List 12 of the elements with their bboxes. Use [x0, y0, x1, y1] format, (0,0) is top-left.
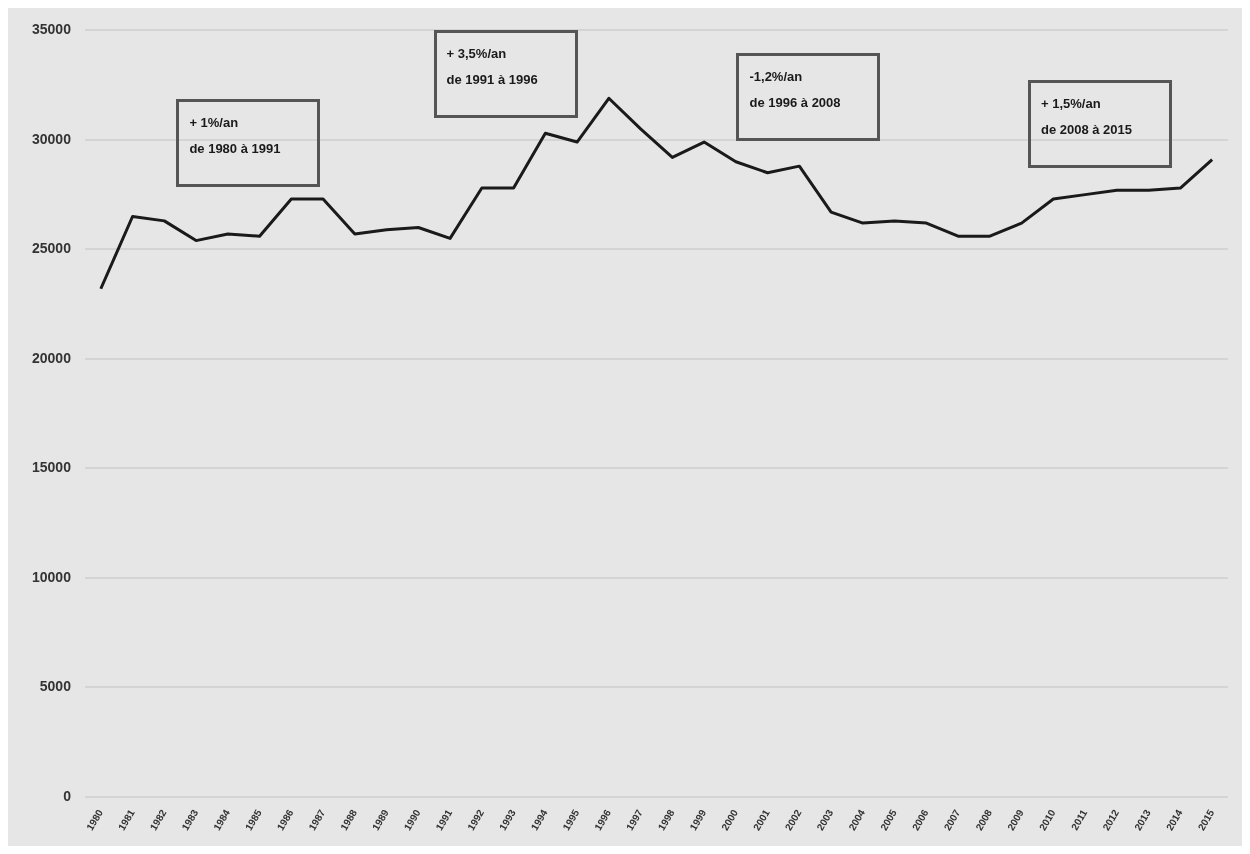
y-tick-label: 35000 — [31, 21, 72, 38]
annotation: + 3,5%/an de 1991 à 1996 — [433, 30, 578, 119]
y-tick-label: 0 — [63, 787, 72, 804]
annotation: + 1,5%/an de 2008 à 2015 — [1027, 80, 1172, 169]
y-tick-label: 5000 — [39, 678, 72, 695]
y-tick-label: 25000 — [31, 240, 72, 257]
y-tick-label: 15000 — [31, 459, 72, 476]
annotation: -1,2%/an de 1996 à 2008 — [736, 53, 881, 142]
annotation: + 1%/an de 1980 à 1991 — [176, 99, 321, 188]
y-tick-label: 30000 — [31, 130, 72, 147]
y-tick-label: 20000 — [31, 349, 72, 366]
y-tick-label: 10000 — [31, 568, 72, 585]
